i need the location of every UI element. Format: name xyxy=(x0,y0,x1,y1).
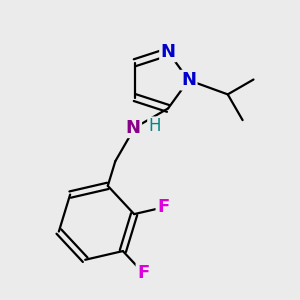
Text: F: F xyxy=(137,264,149,282)
Text: F: F xyxy=(157,198,169,216)
Text: H: H xyxy=(148,117,161,135)
Text: N: N xyxy=(160,43,175,61)
Text: N: N xyxy=(181,71,196,89)
Text: N: N xyxy=(126,119,141,137)
